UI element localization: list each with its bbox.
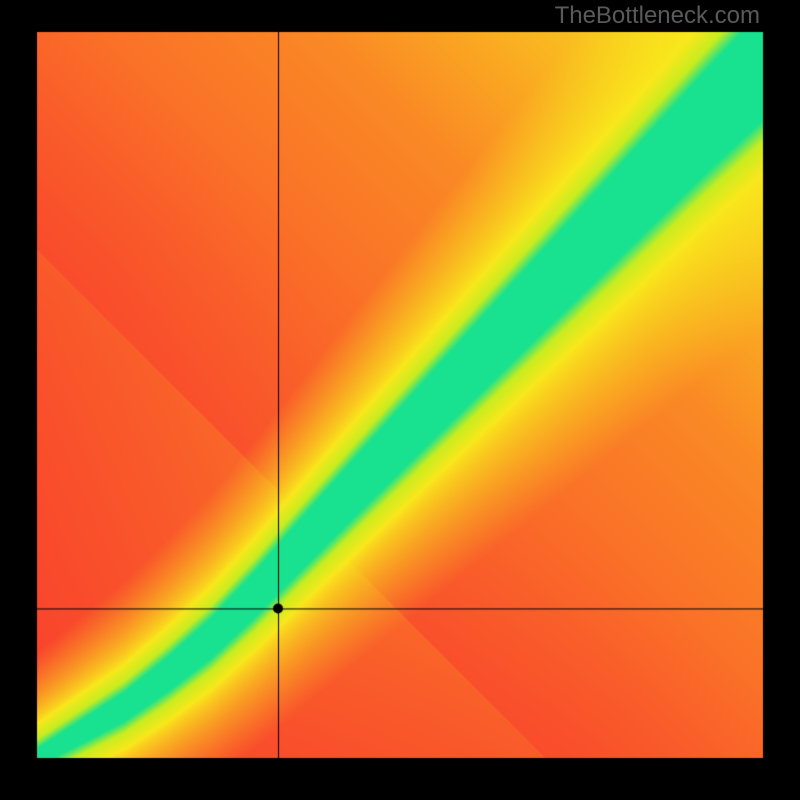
watermark-label: TheBottleneck.com xyxy=(555,2,760,30)
chart-container: TheBottleneck.com xyxy=(0,0,800,800)
bottleneck-heatmap xyxy=(0,0,800,800)
